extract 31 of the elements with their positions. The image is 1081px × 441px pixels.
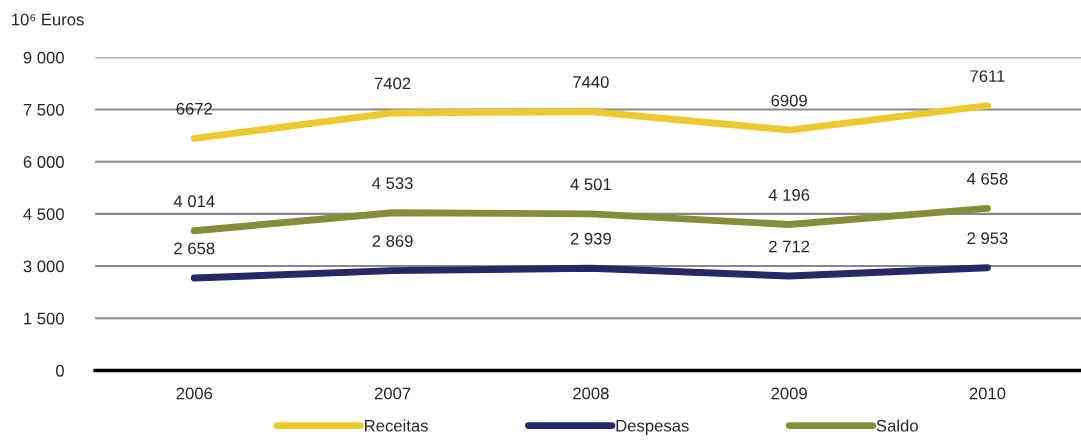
legend-label: Receitas [365, 419, 428, 432]
data-label: 4 533 [372, 177, 413, 190]
data-label: 4 196 [768, 189, 810, 201]
y-tick-label: 4 500 [23, 208, 64, 221]
data-label: 7402 [374, 77, 411, 90]
data-label: 2 712 [769, 240, 810, 253]
data-label: 4 014 [173, 195, 215, 208]
y-axis-title: 10⁶ Euros [12, 13, 84, 26]
data-label: 7611 [970, 70, 1005, 83]
legend-label: Despesas [616, 419, 689, 435]
data-label: 2 939 [570, 232, 611, 245]
x-tick-label: 2007 [374, 387, 411, 400]
x-tick-label: 2006 [176, 387, 213, 400]
x-tick-label: 2008 [573, 387, 609, 400]
y-tick-label: 1 500 [24, 312, 64, 325]
y-tick-label: 9 000 [23, 51, 64, 64]
data-label: 6909 [771, 94, 807, 107]
x-tick-label: 2010 [969, 387, 1006, 400]
data-label: 4 501 [570, 178, 611, 191]
data-label: 2 658 [174, 242, 215, 255]
y-tick-label: 6 000 [23, 156, 64, 168]
data-label: 7440 [573, 76, 609, 88]
y-tick-label: 3 000 [23, 260, 64, 273]
data-label: 6672 [176, 102, 212, 115]
data-label: 2 869 [372, 235, 413, 247]
data-label: 4 658 [966, 172, 1008, 185]
y-tick-label: 7 500 [23, 103, 64, 116]
data-label: 2 953 [967, 232, 1008, 245]
y-tick-label: 0 [55, 364, 64, 377]
x-tick-label: 2009 [771, 387, 807, 400]
legend-label: Saldo [876, 419, 918, 432]
